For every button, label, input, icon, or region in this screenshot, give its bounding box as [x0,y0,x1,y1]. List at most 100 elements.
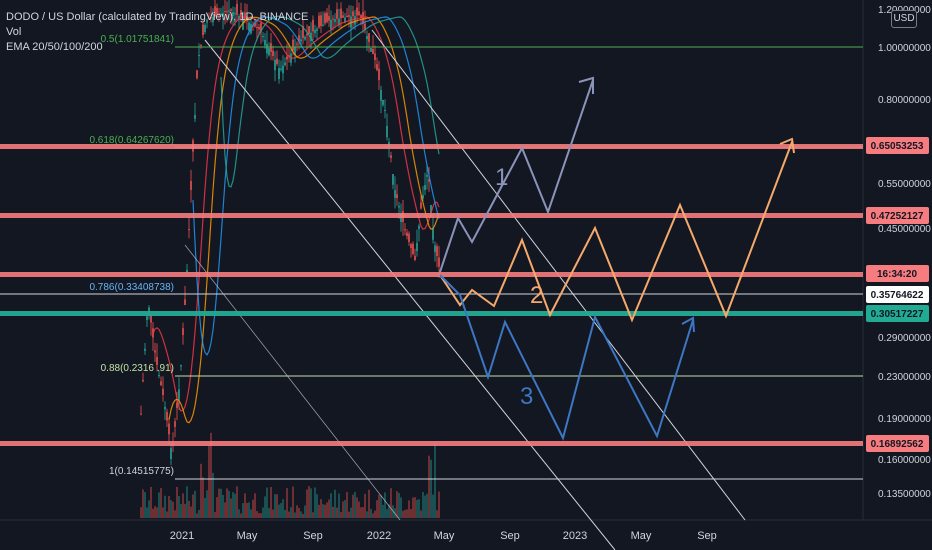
volume-bar [418,499,420,518]
price-tags: 0.65053253 0.47252127 16:34:20 0.3576462… [866,137,929,452]
volume-bar [398,492,400,518]
candle-body [162,388,164,395]
time-axis[interactable]: 2021 May Sep 2022 May Sep 2023 May Sep [170,530,717,542]
volume-bar [400,497,402,518]
candle-body [166,411,168,421]
currency-badge[interactable]: USD [891,10,917,28]
volume-bar [200,463,202,518]
candle-body [326,12,328,22]
candle-body [202,24,204,35]
volume-bar [234,493,236,518]
candle-body [318,15,320,28]
volume-bar [142,489,144,518]
fib-label-0.88: 0.88(0.2316 .91) [101,363,174,374]
volume-bar [166,511,168,518]
candle-body [380,90,382,101]
volume-bar [230,498,232,518]
volume-bar [148,500,150,518]
volume-bar [434,442,436,518]
channel-line-upper[interactable] [204,39,616,550]
candle-body [354,15,356,25]
candle-body [190,181,192,190]
volume-bar [362,507,364,518]
candle-body [268,48,270,56]
volume-bar [164,495,166,518]
level-line-0.305[interactable] [0,311,863,316]
volume-bar [160,488,162,518]
candle-body [410,244,412,248]
volume-bar [416,499,418,518]
candle-body [220,13,222,15]
candle-body [352,11,354,17]
candle-body [306,33,308,36]
candle-body [260,23,262,32]
volume-bar [144,492,146,518]
level-line-0.472[interactable] [0,213,863,218]
candle-body [212,17,214,23]
volume-bar [228,490,230,518]
candle-body [262,36,264,37]
time-label-2023: 2023 [563,530,587,542]
level-line-0.650[interactable] [0,144,863,149]
price-label-7: 0.23000000 [878,372,931,383]
price-label-6: 0.29000000 [878,333,931,344]
volume-bar [246,502,248,518]
candle-body [320,15,322,26]
volume-bar [410,509,412,518]
volume-bar [372,513,374,518]
candle-body [430,205,432,217]
candle-body [366,36,368,40]
volume-bar [316,494,318,518]
candle-body [424,185,426,191]
fib-label-0.618: 0.618(0.64267620) [89,135,174,146]
volume-bar [268,508,270,518]
time-label-may-2023: May [631,530,652,542]
channel-line-left[interactable] [184,244,401,521]
candle-body [170,448,172,460]
volume-bar [154,506,156,518]
volume-bar [344,500,346,518]
candle-body [378,68,380,80]
candle-body [358,11,360,16]
candle-body [324,13,326,24]
volume-bar [428,455,430,518]
volume-bar [368,489,370,518]
candle-body [294,47,296,56]
scenario-path-2[interactable] [439,141,793,323]
candle-body [364,23,366,30]
volume-bar [432,494,434,518]
volume-bar [370,508,372,518]
volume-bar [292,486,294,518]
volume-bar [270,486,272,518]
volume-bar [354,491,356,518]
level-line-0.168[interactable] [0,441,863,446]
candle-body [176,402,178,409]
volume-bar [170,500,172,518]
candle-body [180,365,182,367]
volume-bar [310,488,312,518]
price-label-2: 1.00000000 [878,43,931,54]
candle-body [298,35,300,42]
volume-bar [262,507,264,518]
scenario-path-1[interactable] [439,79,594,273]
volume-bar [250,509,252,518]
scenario-path-3[interactable] [439,274,694,441]
volume-bar [424,495,426,518]
volume-bar [348,511,350,518]
candle-body [434,245,436,253]
volume-bar [304,505,306,518]
volume-bar [374,510,376,518]
volume-bar [212,472,214,518]
level-line-0.375[interactable] [0,272,863,277]
candle-body [322,24,324,26]
volume-bar [280,503,282,518]
candle-body [222,12,224,17]
candle-body [312,19,314,32]
time-label-2022: 2022 [367,530,391,542]
price-axis[interactable]: 1.20000000 1.00000000 0.80000000 0.55000… [878,5,931,500]
candle-body [392,174,394,185]
volume-bar [328,499,330,518]
candle-body [390,155,392,158]
price-tag-bg-countdown [866,265,929,282]
